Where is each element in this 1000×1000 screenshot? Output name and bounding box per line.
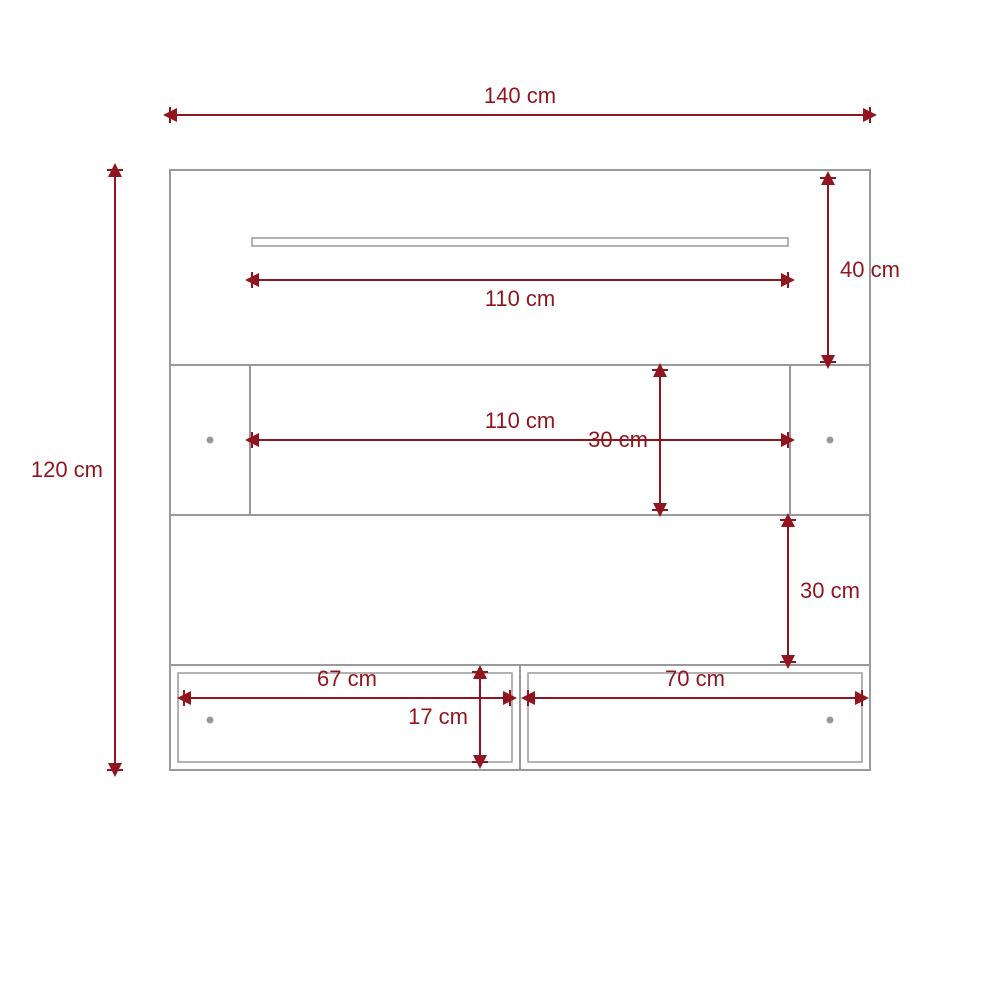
mount-dot-1 (827, 437, 834, 444)
drawer_w-label: 67 cm (317, 666, 377, 691)
mount-dot-0 (207, 437, 214, 444)
row2_w-label: 110 cm (485, 408, 556, 433)
row3_h-label: 30 cm (800, 578, 860, 603)
total_w-label: 140 cm (484, 83, 556, 108)
slot_w-label: 110 cm (485, 286, 556, 311)
mount-dot-3 (827, 717, 834, 724)
drawer_h-label: 17 cm (408, 704, 468, 729)
top-slot (252, 238, 788, 246)
total_h-label: 120 cm (31, 457, 103, 482)
row1_h-label: 40 cm (840, 257, 900, 282)
drawer2_w-label: 70 cm (665, 666, 725, 691)
mount-dot-2 (207, 717, 214, 724)
row2_h-label: 30 cm (588, 427, 648, 452)
